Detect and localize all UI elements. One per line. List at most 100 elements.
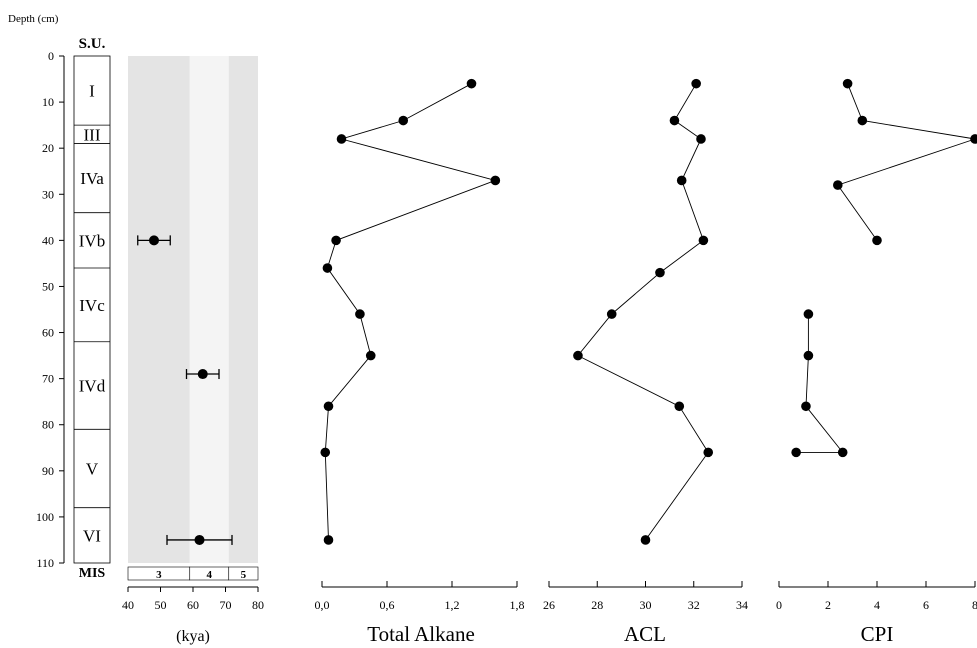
su-label: V — [86, 460, 99, 479]
depth-tick-label: 80 — [42, 418, 54, 432]
alkane-point — [322, 263, 333, 273]
acl-point — [674, 401, 685, 412]
depth-tick-label: 100 — [36, 510, 54, 524]
age-tick-label: 80 — [252, 598, 264, 612]
su-label: IVb — [79, 231, 105, 250]
acl-panel: 26 28 30 32 34 ACL — [543, 78, 748, 646]
cpi-point — [842, 78, 853, 89]
mis-stage-label: 4 — [207, 569, 213, 581]
alkane-point — [320, 447, 331, 458]
su-label: I — [89, 82, 95, 101]
alkane-tick-label: 0,6 — [380, 598, 395, 612]
acl-point — [606, 309, 617, 319]
cpi-point — [803, 350, 814, 361]
depth-tick-label: 10 — [42, 95, 54, 109]
acl-point — [676, 175, 687, 186]
cpi-tick-label: 6 — [923, 598, 929, 612]
alkane-point — [323, 535, 334, 545]
mis-band — [228, 56, 258, 563]
acl-axis-title: ACL — [624, 622, 666, 646]
age-panel: 40 50 60 70 80 (kya) — [122, 235, 264, 645]
acl-tick-label: 26 — [543, 598, 555, 612]
cpi-series-line — [837, 83, 976, 241]
age-tick-label: 70 — [220, 598, 232, 612]
age-point — [194, 534, 205, 545]
alkane-point — [331, 235, 341, 246]
su-label: IVa — [80, 169, 104, 188]
su-label: IVd — [79, 377, 106, 396]
alkane-point — [490, 175, 501, 186]
alkane-point — [323, 401, 334, 412]
mis-background-bands — [128, 56, 258, 563]
acl-tick-label: 30 — [640, 598, 652, 612]
age-point — [197, 369, 208, 380]
acl-point — [696, 134, 706, 144]
cpi-point — [803, 309, 814, 319]
cpi-point — [801, 401, 811, 412]
depth-axis: Depth (cm) 0 10 20 30 40 50 60 70 80 90 100 110 — [8, 13, 65, 570]
acl-tick-label: 32 — [688, 598, 700, 612]
depth-tick-label: 20 — [42, 141, 54, 155]
su-label: IVc — [79, 296, 105, 315]
age-tick-label: 50 — [155, 598, 167, 612]
cpi-point — [791, 447, 801, 458]
depth-tick-label: 50 — [42, 279, 54, 293]
alkane-tick-label: 1,2 — [445, 598, 460, 612]
depth-tick-label: 40 — [42, 233, 54, 247]
age-tick-label: 60 — [187, 598, 199, 612]
age-axis-title: (kya) — [176, 628, 210, 645]
acl-point — [573, 350, 583, 361]
acl-point — [669, 115, 680, 126]
su-label: III — [84, 125, 101, 144]
mis-strip: MIS 3 4 5 — [79, 566, 259, 581]
depth-tick-label: 0 — [48, 49, 54, 63]
depth-tick-label: 110 — [36, 556, 54, 570]
cpi-point — [833, 180, 843, 190]
age-point — [149, 235, 159, 246]
mis-stage-box — [228, 566, 259, 581]
alkane-point — [466, 78, 477, 89]
alkane-point — [336, 134, 347, 144]
depth-tick-label: 70 — [42, 372, 54, 386]
depth-tick-label: 30 — [42, 187, 54, 201]
cpi-tick-label: 8 — [972, 598, 977, 612]
su-column-frame — [73, 55, 111, 564]
cpi-panel: 0 2 4 6 8 CPI — [776, 78, 977, 646]
alkane-tick-label: 1,8 — [510, 598, 525, 612]
cpi-point — [857, 115, 868, 126]
depth-tick-label: 90 — [42, 464, 54, 478]
alkane-point — [398, 115, 409, 126]
mis-label: MIS — [79, 566, 106, 581]
alkane-panel: 0,0 0,6 1,2 1,8 Total Alkane — [315, 78, 525, 646]
su-label: VI — [83, 526, 101, 545]
cpi-point — [970, 134, 977, 144]
acl-point — [698, 235, 709, 246]
acl-point — [655, 267, 665, 278]
cpi-point — [837, 447, 848, 458]
mis-band — [128, 56, 190, 563]
mis-stage-label: 5 — [241, 569, 247, 581]
alkane-point — [355, 309, 365, 319]
cpi-tick-label: 0 — [776, 598, 782, 612]
acl-point — [703, 447, 714, 458]
alkane-tick-label: 0,0 — [315, 598, 330, 612]
alkane-point — [365, 350, 376, 361]
cpi-tick-label: 2 — [825, 598, 831, 612]
cpi-series-line — [796, 314, 844, 453]
age-tick-label: 40 — [122, 598, 134, 612]
mis-band — [189, 56, 229, 563]
alkane-axis-title: Total Alkane — [367, 622, 475, 646]
acl-point — [640, 535, 651, 545]
acl-tick-label: 28 — [591, 598, 603, 612]
acl-tick-label: 34 — [736, 598, 748, 612]
acl-series-line — [577, 83, 709, 541]
mis-stage-label: 3 — [156, 569, 162, 581]
cpi-axis-title: CPI — [861, 622, 894, 646]
depth-axis-label: Depth (cm) — [8, 13, 59, 25]
cpi-point — [872, 235, 882, 246]
alkane-series-line — [324, 83, 497, 541]
su-header: S.U. — [79, 36, 106, 52]
cpi-tick-label: 4 — [874, 598, 880, 612]
